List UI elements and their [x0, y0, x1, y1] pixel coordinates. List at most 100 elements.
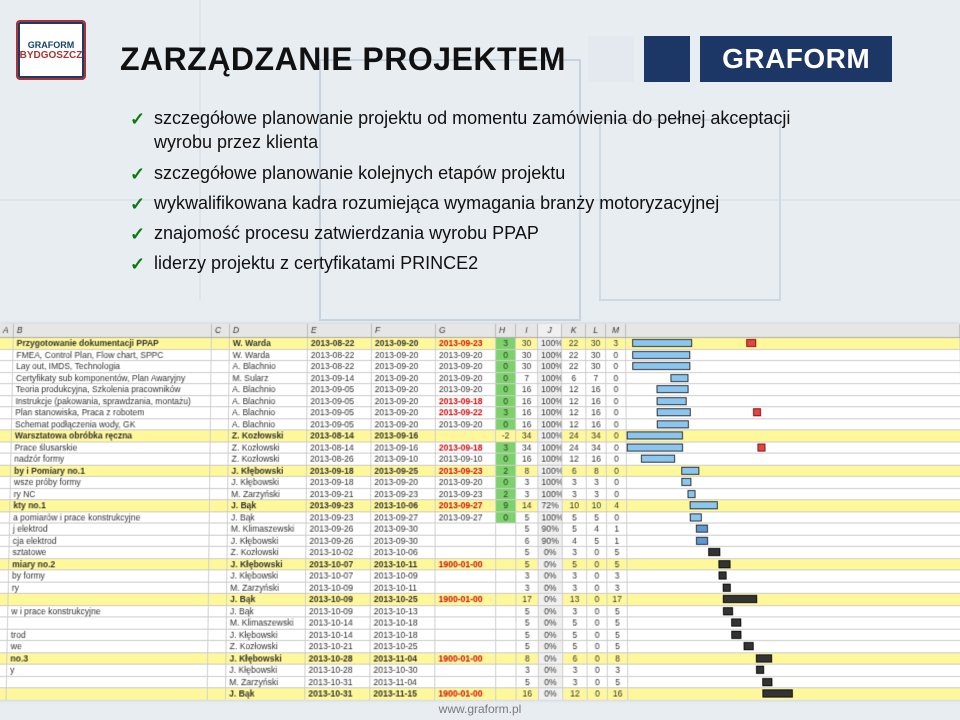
cell-c-d: W. Warda — [230, 338, 308, 349]
col-g: G — [436, 324, 496, 337]
gantt-bar — [627, 431, 683, 439]
cell-c-c — [211, 361, 229, 372]
cell-c-f: 2013-09-16 — [371, 442, 435, 453]
cell-c-h: 2 — [496, 489, 516, 500]
cell-c-c — [211, 407, 229, 418]
cell-c-h — [496, 676, 516, 687]
gantt-row: kty no.1J. Bąk2013-09-232013-10-062013-0… — [0, 500, 960, 512]
cell-c-a — [0, 512, 10, 523]
cell-c-b: wsze próby formy — [11, 477, 211, 488]
cell-c-b: j elektrod — [10, 524, 210, 535]
cell-c-c — [211, 442, 229, 453]
cell-c-e: 2013-09-23 — [307, 512, 372, 523]
cell-c-c — [210, 465, 228, 476]
cell-c-a — [0, 442, 12, 453]
cell-c-j: 0% — [539, 629, 563, 640]
gantt-cell — [627, 430, 960, 441]
cell-c-k: 22 — [562, 338, 586, 349]
cell-c-i: 5 — [516, 617, 538, 628]
cell-c-i: 3 — [516, 477, 538, 488]
cell-c-c — [208, 676, 226, 687]
cell-c-b: ry NC — [11, 489, 211, 500]
gantt-bar — [632, 351, 690, 359]
gantt-row: M. Zarzyński2013-10-312013-11-0450%305 — [0, 676, 960, 688]
bullet-item: wykwalifikowana kadra rozumiejąca wymaga… — [130, 191, 810, 215]
gantt-cell — [627, 512, 960, 523]
cell-c-m: 0 — [607, 430, 627, 441]
cell-c-b: Schemat podłączenia wody, GK — [12, 419, 211, 430]
cell-c-e: 2013-08-22 — [308, 361, 372, 372]
gantt-bar — [753, 408, 761, 416]
cell-c-h — [496, 524, 516, 535]
cell-c-e: 2013-10-09 — [306, 594, 371, 605]
cell-c-c — [211, 419, 229, 430]
gantt-bar — [731, 618, 741, 626]
cell-c-j: 90% — [539, 535, 563, 546]
cell-c-j: 0% — [539, 617, 563, 628]
cell-c-f: 2013-09-23 — [371, 489, 435, 500]
cell-c-d: J. Kłębowski — [226, 653, 305, 664]
cell-c-f: 2013-10-18 — [371, 629, 436, 640]
gantt-cell — [627, 535, 960, 546]
cell-c-l: 16 — [586, 384, 606, 395]
cell-c-m: 0 — [606, 407, 626, 418]
cell-c-i: 5 — [516, 606, 538, 617]
cell-c-j: 0% — [539, 676, 563, 687]
cell-c-a — [0, 524, 10, 535]
cell-c-b: by formy — [9, 570, 209, 581]
logo-top: GRAFORM — [28, 40, 75, 50]
cell-c-j: 72% — [538, 500, 562, 511]
gantt-row: Instrukcje (pakowania, sprawdzania, mont… — [0, 396, 960, 408]
cell-c-j: 0% — [539, 559, 563, 570]
cell-c-b: trod — [8, 629, 209, 640]
cell-c-f: 2013-09-20 — [372, 419, 436, 430]
cell-c-b: miary no.2 — [9, 559, 209, 570]
gantt-row: a pomiarów i prace konstrukcyjneJ. Bąk20… — [0, 512, 960, 524]
cell-c-h: 3 — [496, 407, 516, 418]
cell-c-f: 2013-11-04 — [370, 676, 435, 687]
cell-c-d: Z. Kozłowski — [227, 641, 306, 652]
footer-url: www.graform.pl — [0, 702, 960, 716]
cell-c-j: 100% — [538, 384, 562, 395]
cell-c-a — [0, 500, 10, 511]
cell-c-h — [496, 535, 516, 546]
cell-c-k: 22 — [562, 350, 586, 361]
cell-c-k: 5 — [563, 641, 587, 652]
col-c: C — [212, 324, 230, 337]
cell-c-a — [0, 606, 8, 617]
gantt-cell — [626, 396, 960, 407]
cell-c-b: we — [7, 641, 208, 652]
gantt-cell — [627, 419, 960, 430]
cell-c-c — [212, 350, 230, 361]
cell-c-h — [496, 582, 516, 593]
cell-c-e: 2013-08-26 — [307, 454, 371, 465]
gantt-cell — [626, 384, 960, 395]
cell-c-f: 2013-09-20 — [372, 338, 436, 349]
cell-c-j: 0% — [539, 547, 563, 558]
col-e: E — [308, 324, 372, 337]
cell-c-l: 0 — [587, 629, 607, 640]
cell-c-f: 2013-09-20 — [372, 384, 436, 395]
cell-c-i: 5 — [516, 559, 538, 570]
gantt-cell — [628, 594, 960, 605]
col-gantt — [626, 324, 960, 337]
gantt-cell — [627, 489, 960, 500]
cell-c-f: 2013-09-20 — [372, 373, 436, 384]
cell-c-j: 0% — [539, 665, 563, 676]
cell-c-g — [435, 606, 496, 617]
cell-c-k: 10 — [563, 500, 587, 511]
cell-c-l: 5 — [587, 512, 607, 523]
cell-c-m: 17 — [607, 594, 627, 605]
cell-c-l: 0 — [587, 606, 607, 617]
cell-c-f: 2013-09-30 — [371, 524, 436, 535]
gantt-cell — [627, 524, 960, 535]
cell-c-h: 0 — [496, 373, 516, 384]
cell-c-m: 3 — [607, 582, 627, 593]
cell-c-m: 0 — [607, 465, 627, 476]
cell-c-c — [209, 617, 227, 628]
cell-c-f: 2013-09-20 — [372, 407, 436, 418]
cell-c-c — [209, 606, 227, 617]
cell-c-b — [8, 617, 209, 628]
cell-c-e: 2013-09-21 — [307, 489, 372, 500]
gantt-bar — [744, 642, 754, 650]
